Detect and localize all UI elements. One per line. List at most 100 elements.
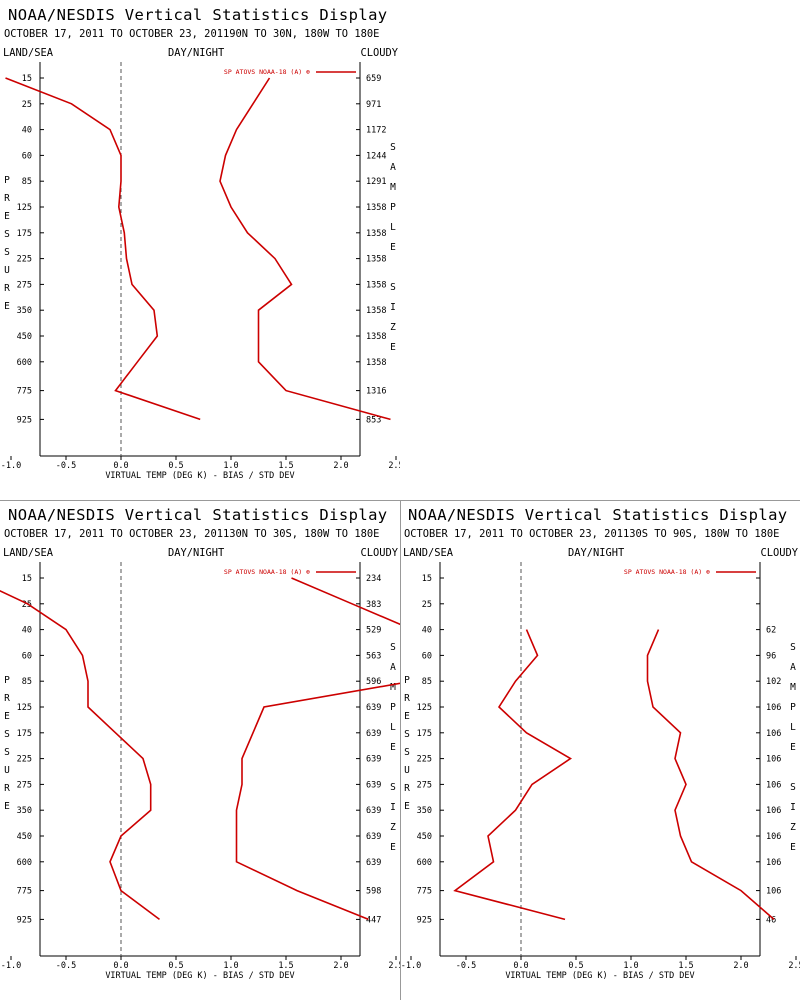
sample-size-axis-label-char: Z [790,822,796,833]
pressure-tick-label: 225 [17,755,32,765]
sample-size-axis-label-char: Z [390,822,396,833]
x-tick-label: 0.5 [168,461,183,471]
series-line-bias [5,77,201,421]
sample-size-axis-label-char: L [390,722,396,733]
pressure-tick-label: 125 [17,703,32,713]
pressure-tick-label: 25 [22,600,32,610]
pressure-tick-label: 450 [17,332,32,342]
cloudy-label: CLOUDY [360,47,398,59]
sample-size-label: 234 [366,574,381,584]
pressure-tick-label: 275 [17,280,32,290]
sample-size-axis-label-char: E [390,342,396,353]
x-tick-label: 2.5 [788,961,800,971]
sample-size-axis-label-char: P [390,202,396,213]
x-tick-label: 1.0 [223,961,238,971]
x-tick-label: -0.5 [56,961,76,971]
pressure-tick-label: 600 [17,858,32,868]
sample-size-label: 106 [766,729,781,739]
sample-size-label: 106 [766,755,781,765]
sample-size-label: 46 [766,915,776,925]
pressure-tick-label: 60 [22,651,32,661]
pressure-tick-label: 925 [417,915,432,925]
pressure-tick-label: 40 [22,126,32,136]
sample-size-label: 1358 [366,203,386,213]
sample-size-axis-label-char: S [790,782,796,793]
chart-svg: -1.0-0.50.00.51.01.52.02.53.03.54.0VIRTU… [401,562,800,981]
x-tick-label: -1.0 [401,961,421,971]
x-axis-title: VIRTUAL TEMP (DEG K) - BIAS / STD DEV [505,971,694,981]
sample-size-label: 639 [366,729,381,739]
panel-title: NOAA/NESDIS Vertical Statistics Display [8,506,388,524]
land-sea-label: LAND/SEA [403,547,454,559]
x-tick-label: -0.5 [56,461,76,471]
x-tick-label: 0.0 [513,961,528,971]
pressure-tick-label: 925 [17,915,32,925]
sample-size-axis-label-char: M [790,682,796,693]
sample-size-label: 106 [766,780,781,790]
x-tick-label: -1.0 [1,961,21,971]
x-tick-label: 2.0 [333,961,348,971]
sample-size-label: 639 [366,780,381,790]
panel-title: NOAA/NESDIS Vertical Statistics Display [8,6,388,24]
sample-size-label: 106 [766,858,781,868]
sample-size-axis-label-char: P [790,702,796,713]
pressure-tick-label: 450 [17,832,32,842]
pressure-tick-label: 775 [17,887,32,897]
panel-subtitle: OCTOBER 17, 2011 TO OCTOBER 23, 201190N … [4,28,380,40]
x-tick-label: -1.0 [1,461,21,471]
legend-label: SP ATOVS NOAA-18 (A) ⊕ [624,568,710,576]
pressure-axis-label-char: E [4,711,10,722]
sample-size-label: 106 [766,806,781,816]
pressure-tick-label: 925 [17,415,32,425]
sample-size-label: 639 [366,755,381,765]
x-axis-title: VIRTUAL TEMP (DEG K) - BIAS / STD DEV [105,471,294,481]
pressure-tick-label: 40 [22,626,32,636]
pressure-tick-label: 85 [22,677,32,687]
sample-size-label: 106 [766,832,781,842]
pressure-tick-label: 25 [422,600,432,610]
sample-size-axis-label-char: E [790,742,796,753]
chart-panel-1: NOAA/NESDIS Vertical Statistics Display … [0,0,400,500]
pressure-tick-label: 350 [17,306,32,316]
cloudy-label: CLOUDY [360,547,398,559]
pressure-axis-label-char: U [404,765,410,776]
x-tick-label: 2.0 [733,961,748,971]
pressure-tick-label: 275 [417,780,432,790]
day-night-label: DAY/NIGHT [168,547,225,559]
sample-size-axis-label-char: S [390,642,396,653]
x-tick-label: 2.5 [388,461,400,471]
pressure-tick-label: 85 [422,677,432,687]
pressure-axis-label-char: P [4,675,10,686]
sample-size-label: 563 [366,651,381,661]
pressure-axis-label-char: E [4,211,10,222]
pressure-axis-label-char: R [4,193,10,204]
sample-size-label: 96 [766,651,776,661]
series-line-std-dev [219,77,391,421]
sample-size-label: 106 [766,887,781,897]
panel-divider-vertical [400,500,401,1000]
sample-size-label: 1244 [366,151,386,161]
pressure-tick-label: 15 [422,574,432,584]
sample-size-axis-label-char: A [790,662,796,673]
sample-size-axis-label-char: E [390,742,396,753]
sample-size-label: 1316 [366,387,386,397]
land-sea-label: LAND/SEA [3,547,54,559]
day-night-label: DAY/NIGHT [168,47,225,59]
x-tick-label: 1.5 [278,961,293,971]
sample-size-axis-label-char: S [390,782,396,793]
sample-size-axis-label-char: Z [390,322,396,333]
sample-size-label: 639 [366,858,381,868]
sample-size-label: 639 [366,832,381,842]
sample-size-axis-label-char: E [790,842,796,853]
pressure-axis-label-char: R [4,283,10,294]
sample-size-axis-label-char: A [390,162,396,173]
x-tick-label: -0.5 [456,961,476,971]
pressure-tick-label: 85 [22,177,32,187]
chart-svg: -1.0-0.50.00.51.01.52.02.53.03.54.0VIRTU… [0,562,400,981]
series-line-bias [0,590,160,921]
